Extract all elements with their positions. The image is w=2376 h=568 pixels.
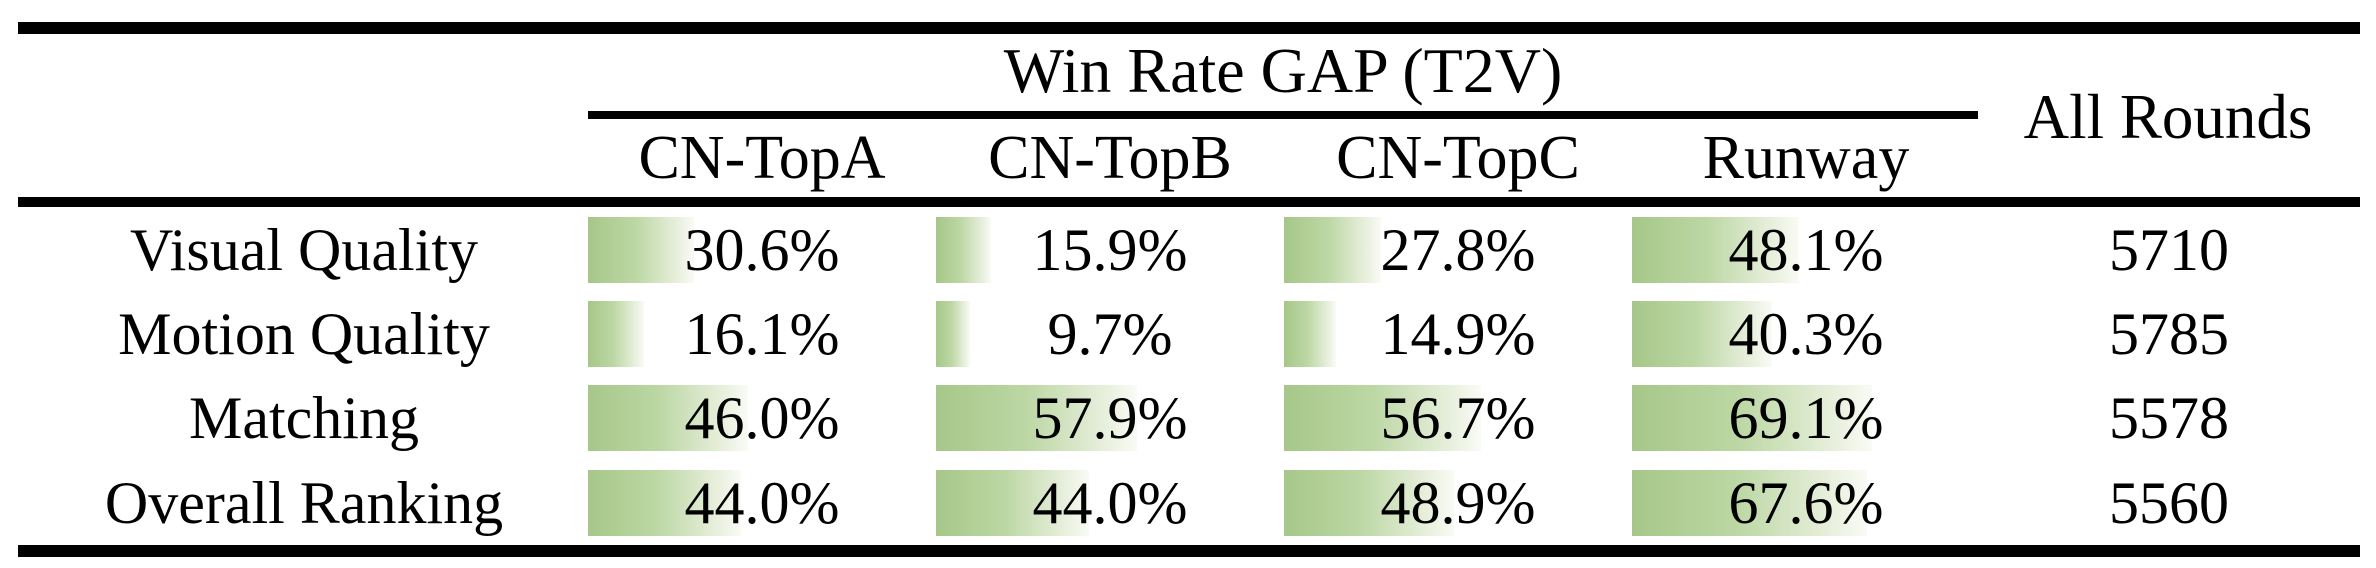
win-rate-bar bbox=[936, 301, 970, 367]
win-rate-cell: 44.0% bbox=[588, 461, 936, 545]
column-header-cn-topa: CN-TopA bbox=[638, 124, 886, 192]
win-rate-value: 14.9% bbox=[1380, 301, 1536, 367]
win-rate-value: 44.0% bbox=[684, 470, 840, 536]
win-rate-value: 57.9% bbox=[1032, 385, 1188, 451]
win-rate-value: 48.9% bbox=[1380, 470, 1536, 536]
column-header-cn-topc: CN-TopC bbox=[1336, 124, 1580, 192]
all-rounds-value: 5785 bbox=[2109, 301, 2229, 367]
win-rate-cell: 56.7% bbox=[1284, 376, 1632, 460]
win-rate-value: 69.1% bbox=[1728, 385, 1884, 451]
table-row-overall-ranking: Overall Ranking 44.0% 44.0% 48.9% 67.6% … bbox=[20, 461, 2358, 545]
win-rate-cell: 48.9% bbox=[1284, 461, 1632, 545]
win-rate-value: 27.8% bbox=[1380, 217, 1536, 283]
all-rounds-value: 5710 bbox=[2109, 217, 2229, 283]
all-rounds-column-header: All Rounds bbox=[2023, 81, 2313, 152]
win-rate-cell: 15.9% bbox=[936, 208, 1284, 292]
win-rate-cell: 48.1% bbox=[1632, 208, 1980, 292]
win-rate-value: 15.9% bbox=[1032, 217, 1188, 283]
win-rate-value: 16.1% bbox=[684, 301, 840, 367]
win-rate-bar bbox=[936, 385, 1138, 451]
win-rate-cell: 30.6% bbox=[588, 208, 936, 292]
win-rate-bar bbox=[1632, 217, 1800, 283]
column-header-runway: Runway bbox=[1702, 124, 1910, 192]
win-rate-cell: 9.7% bbox=[936, 292, 1284, 376]
table-row-matching: Matching 46.0% 57.9% 56.7% 69.1% 5578 bbox=[20, 376, 2358, 460]
bottom-rule bbox=[18, 545, 2360, 557]
win-rate-bar bbox=[1284, 470, 1455, 536]
row-label: Overall Ranking bbox=[104, 470, 504, 536]
win-rate-bar bbox=[1632, 385, 1873, 451]
win-rate-value: 44.0% bbox=[1032, 470, 1188, 536]
column-header-row: CN-TopA CN-TopB CN-TopC Runway bbox=[588, 122, 1980, 194]
win-rate-bar bbox=[936, 470, 1090, 536]
win-rate-value: 56.7% bbox=[1380, 385, 1536, 451]
all-rounds-value: 5560 bbox=[2109, 470, 2229, 536]
win-rate-bar bbox=[1632, 470, 1868, 536]
win-rate-bar bbox=[588, 217, 695, 283]
win-rate-bar bbox=[1284, 385, 1482, 451]
win-rate-cell: 69.1% bbox=[1632, 376, 1980, 460]
win-rate-bar bbox=[936, 217, 992, 283]
win-rate-bar bbox=[1632, 301, 1773, 367]
row-label: Matching bbox=[189, 385, 419, 451]
table-row-visual-quality: Visual Quality 30.6% 15.9% 27.8% 48.1% 5… bbox=[20, 208, 2358, 292]
win-rate-value: 67.6% bbox=[1728, 470, 1884, 536]
top-rule bbox=[18, 22, 2360, 34]
win-rate-bar bbox=[1284, 217, 1381, 283]
win-rate-cell: 16.1% bbox=[588, 292, 936, 376]
win-rate-cell: 40.3% bbox=[1632, 292, 1980, 376]
group-header-title: Win Rate GAP (T2V) bbox=[1003, 35, 1563, 106]
win-rate-cell: 27.8% bbox=[1284, 208, 1632, 292]
win-rate-bar bbox=[1284, 301, 1336, 367]
all-rounds-value: 5578 bbox=[2109, 385, 2229, 451]
win-rate-bar bbox=[588, 470, 742, 536]
win-rate-value: 30.6% bbox=[684, 217, 840, 283]
win-rate-cell: 67.6% bbox=[1632, 461, 1980, 545]
row-label: Visual Quality bbox=[129, 217, 479, 283]
row-label: Motion Quality bbox=[118, 301, 490, 367]
win-rate-value: 40.3% bbox=[1728, 301, 1884, 367]
win-rate-bar bbox=[588, 301, 645, 367]
win-rate-bar bbox=[588, 385, 749, 451]
win-rate-cell: 57.9% bbox=[936, 376, 1284, 460]
win-rate-cell: 44.0% bbox=[936, 461, 1284, 545]
win-rate-value: 46.0% bbox=[684, 385, 840, 451]
win-rate-cell: 46.0% bbox=[588, 376, 936, 460]
table-row-motion-quality: Motion Quality 16.1% 9.7% 14.9% 40.3% 57… bbox=[20, 292, 2358, 376]
group-header-underline-rule bbox=[588, 111, 1978, 119]
win-rate-value: 48.1% bbox=[1728, 217, 1884, 283]
win-rate-cell: 14.9% bbox=[1284, 292, 1632, 376]
win-rate-value: 9.7% bbox=[1047, 301, 1173, 367]
header-body-separator-rule bbox=[18, 197, 2360, 207]
column-header-cn-topb: CN-TopB bbox=[988, 124, 1232, 192]
